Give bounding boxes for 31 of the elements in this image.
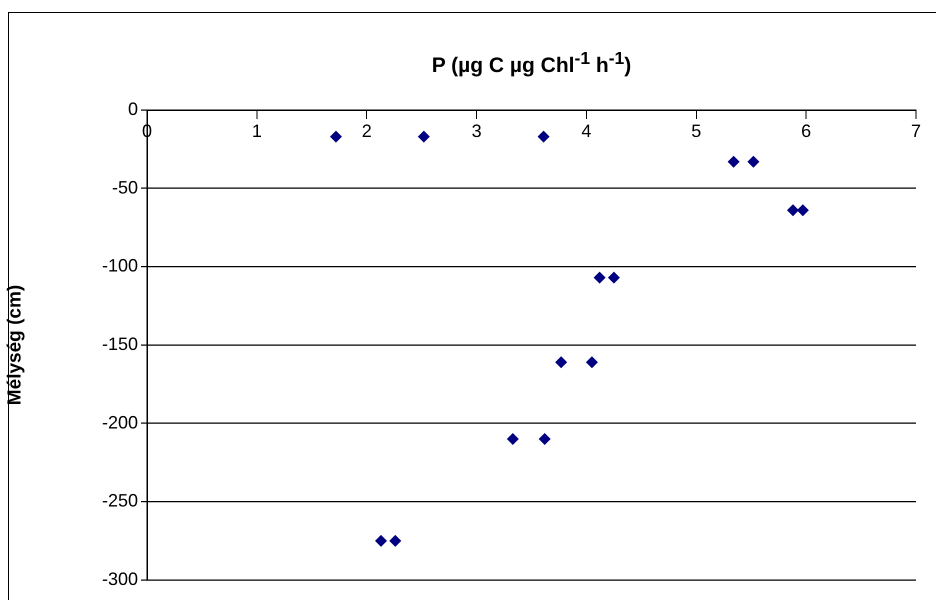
chart-title: P (µg C µg Chl$^{-1}$ h$^{-1}$) — [430, 48, 632, 78]
point — [555, 356, 568, 368]
x-tick-label: 4 — [581, 120, 592, 141]
x-tick-label: 2 — [362, 120, 372, 141]
point — [786, 204, 799, 216]
x-tick-label: 5 — [691, 120, 702, 141]
point — [594, 272, 606, 284]
x-tick-label: 3 — [472, 120, 482, 141]
x-tick-label: 1 — [252, 120, 262, 141]
point — [374, 534, 387, 547]
y-tick-label: -50 — [112, 177, 138, 198]
y-tick-label: -150 — [102, 334, 138, 354]
x-tick-label: 6 — [801, 120, 812, 141]
point — [330, 130, 342, 143]
point — [389, 534, 402, 547]
point — [418, 130, 430, 143]
point — [608, 272, 620, 284]
y-tick-label: -100 — [102, 256, 138, 276]
point — [506, 433, 519, 445]
point — [586, 356, 598, 368]
point — [747, 156, 760, 168]
point — [796, 204, 809, 216]
y-axis-title: Mélység (cm) — [4, 284, 26, 406]
point — [538, 130, 550, 143]
point — [728, 156, 740, 168]
x-tick-label: 7 — [910, 120, 922, 141]
y-tick-label: -250 — [102, 490, 138, 511]
point — [538, 433, 551, 445]
y-tick-label: -300 — [102, 568, 138, 589]
y-tick-label: -200 — [102, 412, 138, 432]
y-tick-label: 0 — [128, 98, 138, 119]
